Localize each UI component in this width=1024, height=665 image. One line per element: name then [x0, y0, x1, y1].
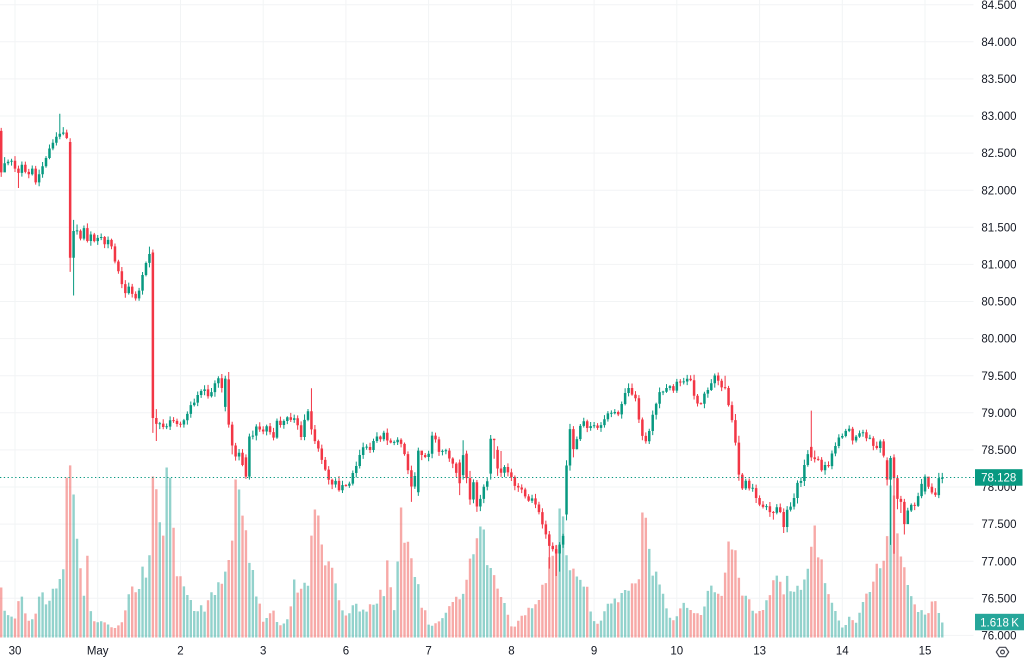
svg-text:9: 9 [591, 646, 597, 658]
svg-text:15: 15 [919, 646, 932, 658]
svg-text:7: 7 [425, 646, 431, 658]
svg-text:77.000: 77.000 [981, 556, 1016, 568]
svg-text:78.500: 78.500 [981, 445, 1016, 457]
svg-text:3: 3 [260, 646, 266, 658]
svg-text:83.000: 83.000 [981, 111, 1016, 123]
svg-text:1.618 K: 1.618 K [980, 617, 1019, 629]
svg-text:6: 6 [343, 646, 349, 658]
svg-text:May: May [87, 646, 109, 658]
svg-text:13: 13 [753, 646, 766, 658]
svg-text:30: 30 [9, 646, 22, 658]
svg-text:76.000: 76.000 [981, 631, 1016, 643]
svg-text:79.000: 79.000 [981, 408, 1016, 420]
svg-text:82.500: 82.500 [981, 148, 1016, 160]
svg-text:2: 2 [177, 646, 183, 658]
svg-text:80.000: 80.000 [981, 334, 1016, 346]
svg-text:83.500: 83.500 [981, 74, 1016, 86]
svg-text:14: 14 [836, 646, 849, 658]
svg-text:79.500: 79.500 [981, 371, 1016, 383]
svg-text:81.500: 81.500 [981, 222, 1016, 234]
svg-text:10: 10 [670, 646, 683, 658]
svg-text:84.500: 84.500 [981, 0, 1016, 12]
svg-text:84.000: 84.000 [981, 37, 1016, 49]
svg-text:80.500: 80.500 [981, 297, 1016, 309]
svg-text:78.128: 78.128 [981, 473, 1016, 485]
svg-text:8: 8 [508, 646, 514, 658]
svg-text:77.500: 77.500 [981, 519, 1016, 531]
svg-text:76.500: 76.500 [981, 593, 1016, 605]
svg-text:82.000: 82.000 [981, 185, 1016, 197]
svg-text:81.000: 81.000 [981, 260, 1016, 272]
